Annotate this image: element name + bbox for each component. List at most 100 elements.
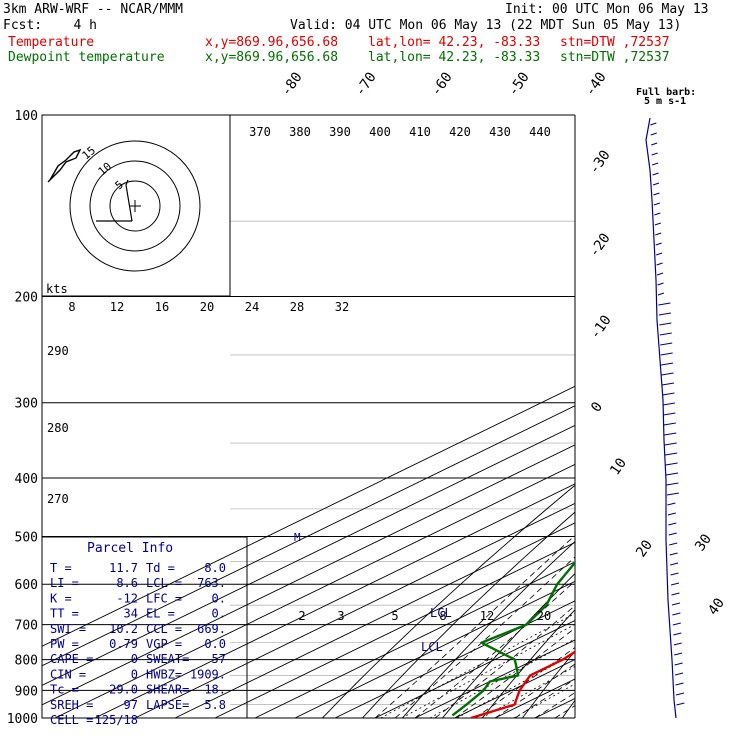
theta-label: 290 xyxy=(47,344,69,358)
moist-adiabat-line xyxy=(414,580,575,718)
isotherm-line xyxy=(174,522,575,718)
parcel-value: 763. xyxy=(197,576,226,590)
wind-barb xyxy=(672,622,681,626)
pressure-label: 600 xyxy=(15,578,38,593)
parcel-value: 10.2 xyxy=(109,622,138,636)
parcel-value: 8.0 xyxy=(204,561,226,575)
isotherm-line xyxy=(574,717,575,718)
isotherm-line xyxy=(294,580,575,718)
parcel-key: T = xyxy=(50,561,72,575)
wind-barb xyxy=(652,182,660,186)
wind-barb xyxy=(668,522,677,526)
dry-adiabat-line xyxy=(521,650,575,718)
wind-barb xyxy=(673,642,682,646)
moist-adiabat-line xyxy=(554,705,575,718)
wind-barb xyxy=(657,292,665,296)
wind-barb xyxy=(672,612,681,616)
moist-adiabat-line xyxy=(534,692,575,718)
wind-barb xyxy=(671,592,680,596)
wind-barb xyxy=(670,582,680,586)
moist-adiabat-line xyxy=(574,717,575,718)
dry-adiabat-line xyxy=(675,115,740,731)
hodograph-speed-label: 32 xyxy=(335,300,349,314)
isotherm-label: -20 xyxy=(586,230,614,260)
parcel-key: K = xyxy=(50,591,72,605)
dewpoint-legend: Dewpoint temperature xyxy=(8,50,165,65)
mixing-ratio-label: 8 xyxy=(439,609,446,623)
isotherm-line xyxy=(42,405,575,667)
mixing-ratio-label: 3 xyxy=(337,609,344,623)
hodograph-trace xyxy=(47,148,82,183)
isotherm-label: 0 xyxy=(588,399,606,415)
isotherm-label: 30 xyxy=(692,531,715,554)
theta-label: 270 xyxy=(47,492,69,506)
hodograph-trace xyxy=(96,179,133,222)
dewpoint-station: stn=DTW ,72537 xyxy=(560,50,670,65)
pressure-label: 500 xyxy=(15,530,38,545)
moist-adiabat-line xyxy=(494,663,575,718)
wind-barb xyxy=(655,252,663,256)
pressure-label: 400 xyxy=(15,472,38,487)
pressure-label: 100 xyxy=(15,109,38,124)
wind-barb xyxy=(655,232,662,236)
dry-adiabat-line xyxy=(481,609,575,718)
parcel-key: Td = xyxy=(146,561,175,575)
isotherm-label: -50 xyxy=(505,69,533,99)
init-time: Init: 00 UTC Mon 06 May 13 xyxy=(505,2,709,17)
parcel-key: SHEAR= xyxy=(146,683,189,697)
moist-adiabat-line xyxy=(434,605,575,718)
isotherm-line xyxy=(134,502,575,718)
parcel-value: 5.8 xyxy=(204,698,226,712)
dry-adiabat-line xyxy=(441,572,575,718)
wind-barb xyxy=(664,432,677,436)
isotherm-label: -10 xyxy=(587,312,615,342)
isotherm-line xyxy=(334,600,575,718)
isotherm-line xyxy=(254,561,575,718)
dry-adiabat-line xyxy=(321,484,575,718)
wind-barb xyxy=(660,352,673,356)
temperature-legend: Temperature xyxy=(8,35,95,50)
isotherm-label: -60 xyxy=(428,69,456,99)
hodograph-ring xyxy=(89,160,181,252)
wind-barb xyxy=(653,192,660,196)
pressure-label: 200 xyxy=(15,291,38,306)
wind-barb xyxy=(659,332,672,336)
mixing-ratio-line xyxy=(429,638,575,718)
mixing-ratio-label: 20 xyxy=(537,609,551,623)
parcel-value: 0 xyxy=(131,667,138,681)
hodograph-unit-label: kts xyxy=(46,282,68,296)
wind-barb xyxy=(651,142,658,146)
isotherm-label: -30 xyxy=(586,147,614,177)
dry-adiabat-line xyxy=(635,115,740,731)
moist-adiabat-line xyxy=(454,627,575,718)
parcel-value: 0. xyxy=(212,607,226,621)
parcel-value: 97 xyxy=(124,698,138,712)
wind-barb xyxy=(653,202,661,206)
parcel-title: Parcel Info xyxy=(87,541,173,556)
wind-barb xyxy=(669,562,679,566)
isotherm-line xyxy=(494,678,575,718)
hodograph-speed-label: 12 xyxy=(110,300,124,314)
temperature-xy: x,y=869.96,656.68 xyxy=(205,35,339,50)
parcel-key: HWBZ= xyxy=(146,667,182,681)
wind-barb xyxy=(667,512,676,516)
wind-barb xyxy=(669,542,678,546)
isotherm-line xyxy=(534,697,575,718)
wind-barb xyxy=(663,422,676,426)
wind-barb xyxy=(664,442,677,446)
isotherm-label: 20 xyxy=(633,537,656,560)
wind-barb xyxy=(651,162,659,166)
barb-key-value: 5 m s-1 xyxy=(644,96,686,107)
wind-barb xyxy=(673,632,682,636)
model-title: 3km ARW-WRF -- NCAR/MMM xyxy=(3,2,184,17)
parcel-key: LAPSE= xyxy=(146,698,189,712)
wind-barb xyxy=(660,342,673,346)
wind-barb-staff xyxy=(645,117,677,719)
pressure-label: 300 xyxy=(15,397,38,412)
wind-barb xyxy=(658,312,671,316)
hodograph-ring xyxy=(69,140,201,272)
isotherm-line xyxy=(214,541,575,718)
theta-label: 420 xyxy=(449,125,471,139)
lcl-label: LCL xyxy=(421,640,443,654)
parcel-key: Tc = xyxy=(50,683,79,697)
